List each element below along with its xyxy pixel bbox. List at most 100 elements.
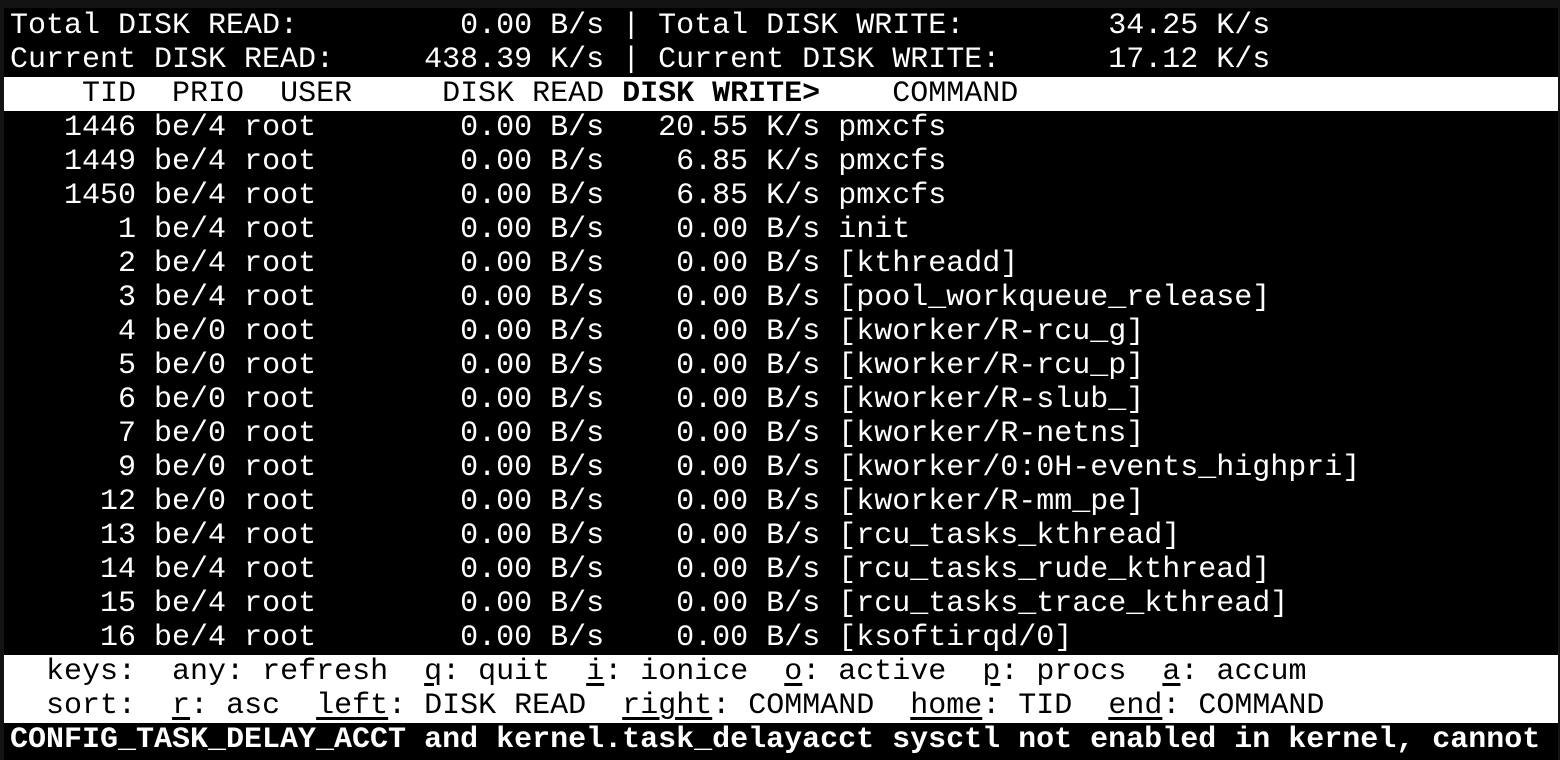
- cell-prio: be/0: [154, 315, 227, 349]
- process-row[interactable]: 12 be/0 root 0.00 B/s 0.00 B/s [kworker/…: [10, 485, 1144, 519]
- cell-prio: be/0: [154, 383, 227, 417]
- cell-command: [kworker/R-slub_]: [838, 383, 1145, 417]
- cell-prio: be/0: [154, 349, 227, 383]
- cell-prio: be/4: [154, 247, 227, 281]
- cell-disk-read: 0.00 B/s: [460, 179, 605, 213]
- help-item-o[interactable]: o: active: [784, 655, 947, 689]
- help-desc: active: [838, 655, 947, 689]
- help-desc: COMMAND: [748, 689, 875, 723]
- cell-command: init: [838, 213, 911, 247]
- cell-tid: 1446: [10, 111, 137, 145]
- cell-disk-read: 0.00 B/s: [460, 111, 605, 145]
- separator: |: [622, 43, 641, 77]
- process-row[interactable]: 6 be/0 root 0.00 B/s 0.00 B/s [kworker/R…: [10, 383, 1144, 417]
- help-key: home: [910, 689, 983, 723]
- current-write-value: 17.12 K/s: [1108, 43, 1271, 77]
- process-row[interactable]: 1446 be/4 root 0.00 B/s 20.55 K/s pmxcfs: [10, 111, 946, 145]
- help-key: i: [586, 655, 605, 689]
- cell-tid: 7: [10, 417, 137, 451]
- help-item-r[interactable]: r: asc: [172, 689, 281, 723]
- col-prio[interactable]: PRIO: [172, 77, 245, 111]
- process-row[interactable]: 13 be/4 root 0.00 B/s 0.00 B/s [rcu_task…: [10, 519, 1180, 553]
- help-item-left[interactable]: left: DISK READ: [316, 689, 587, 723]
- cell-command: [rcu_tasks_rude_kthread]: [838, 553, 1271, 587]
- total-read-value: 0.00 B/s: [460, 9, 605, 43]
- help-key: end: [1108, 689, 1163, 723]
- cell-tid: 9: [10, 451, 137, 485]
- help-label: keys:: [46, 655, 137, 689]
- warning-message: CONFIG_TASK_DELAY_ACCT and kernel.task_d…: [10, 723, 1541, 757]
- cell-user: root: [244, 451, 317, 485]
- cell-disk-read: 0.00 B/s: [460, 553, 605, 587]
- total-read-label: Total DISK READ:: [10, 9, 299, 43]
- help-key: o: [784, 655, 803, 689]
- process-row[interactable]: 7 be/0 root 0.00 B/s 0.00 B/s [kworker/R…: [10, 417, 1144, 451]
- cell-disk-read: 0.00 B/s: [460, 417, 605, 451]
- iotop-terminal[interactable]: Total DISK READ: 0.00 B/s | Total DISK W…: [4, 8, 1558, 760]
- help-item-end[interactable]: end: COMMAND: [1108, 689, 1325, 723]
- cell-tid: 5: [10, 349, 137, 383]
- cell-command: pmxcfs: [838, 145, 947, 179]
- col-user[interactable]: USER: [280, 77, 353, 111]
- help-item-home[interactable]: home: TID: [910, 689, 1073, 723]
- cell-disk-read: 0.00 B/s: [460, 349, 605, 383]
- cell-command: [ksoftirqd/0]: [838, 621, 1073, 655]
- cell-disk-read: 0.00 B/s: [460, 281, 605, 315]
- help-key: p: [982, 655, 1001, 689]
- help-key: left: [316, 689, 389, 723]
- help-desc: COMMAND: [1198, 689, 1325, 723]
- help-item-a[interactable]: a: accum: [1162, 655, 1307, 689]
- cell-prio: be/4: [154, 621, 227, 655]
- cell-command: [kworker/R-mm_pe]: [838, 485, 1145, 519]
- help-key: any: [172, 655, 227, 689]
- help-key: q: [424, 655, 443, 689]
- cell-prio: be/4: [154, 111, 227, 145]
- help-item-i[interactable]: i: ionice: [586, 655, 749, 689]
- process-row[interactable]: 3 be/4 root 0.00 B/s 0.00 B/s [pool_work…: [10, 281, 1270, 315]
- process-row[interactable]: 15 be/4 root 0.00 B/s 0.00 B/s [rcu_task…: [10, 587, 1288, 621]
- process-row[interactable]: 16 be/4 root 0.00 B/s 0.00 B/s [ksoftirq…: [10, 621, 1072, 655]
- process-row[interactable]: 1449 be/4 root 0.00 B/s 6.85 K/s pmxcfs: [10, 145, 946, 179]
- process-row[interactable]: 5 be/0 root 0.00 B/s 0.00 B/s [kworker/R…: [10, 349, 1144, 383]
- process-row[interactable]: 9 be/0 root 0.00 B/s 0.00 B/s [kworker/0…: [10, 451, 1360, 485]
- cell-command: [kworker/R-rcu_g]: [838, 315, 1145, 349]
- help-item-any[interactable]: any: refresh: [172, 655, 389, 689]
- col-disk-read[interactable]: DISK READ: [442, 77, 605, 111]
- cell-disk-read: 0.00 B/s: [460, 213, 605, 247]
- help-desc: ionice: [640, 655, 749, 689]
- current-io-line: Current DISK READ: 438.39 K/s | Current …: [10, 43, 1270, 77]
- help-key: r: [172, 689, 191, 723]
- process-row[interactable]: 2 be/4 root 0.00 B/s 0.00 B/s [kthreadd]: [10, 247, 1018, 281]
- total-write-label: Total DISK WRITE:: [658, 9, 965, 43]
- help-desc: quit: [478, 655, 551, 689]
- cell-disk-write: 0.00 B/s: [676, 281, 821, 315]
- cell-disk-read: 0.00 B/s: [460, 247, 605, 281]
- cell-user: root: [244, 213, 317, 247]
- cell-user: root: [244, 519, 317, 553]
- help-item-right[interactable]: right: COMMAND: [622, 689, 875, 723]
- help-item-p[interactable]: p: procs: [982, 655, 1127, 689]
- keys-help-line: keys: any: refresh q: quit i: ionice o: …: [4, 655, 1558, 689]
- cell-tid: 3: [10, 281, 137, 315]
- cell-disk-read: 0.00 B/s: [460, 315, 605, 349]
- cell-disk-write: 0.00 B/s: [676, 485, 821, 519]
- process-row[interactable]: 1 be/4 root 0.00 B/s 0.00 B/s init: [10, 213, 910, 247]
- process-row[interactable]: 1450 be/4 root 0.00 B/s 6.85 K/s pmxcfs: [10, 179, 946, 213]
- cell-disk-read: 0.00 B/s: [460, 145, 605, 179]
- cell-disk-write: 0.00 B/s: [676, 383, 821, 417]
- cell-disk-write: 0.00 B/s: [676, 417, 821, 451]
- cell-command: pmxcfs: [838, 111, 947, 145]
- cell-disk-write: 0.00 B/s: [676, 621, 821, 655]
- process-row[interactable]: 4 be/0 root 0.00 B/s 0.00 B/s [kworker/R…: [10, 315, 1144, 349]
- cell-prio: be/4: [154, 587, 227, 621]
- col-tid[interactable]: TID: [82, 77, 137, 111]
- cell-disk-read: 0.00 B/s: [460, 621, 605, 655]
- process-row[interactable]: 14 be/4 root 0.00 B/s 0.00 B/s [rcu_task…: [10, 553, 1270, 587]
- cell-disk-read: 0.00 B/s: [460, 587, 605, 621]
- cell-user: root: [244, 315, 317, 349]
- cell-disk-write: 0.00 B/s: [676, 553, 821, 587]
- cell-command: [rcu_tasks_trace_kthread]: [838, 587, 1289, 621]
- help-item-q[interactable]: q: quit: [424, 655, 551, 689]
- col-disk-write-sorted[interactable]: DISK WRITE>: [622, 77, 821, 111]
- col-command[interactable]: COMMAND: [892, 77, 1019, 111]
